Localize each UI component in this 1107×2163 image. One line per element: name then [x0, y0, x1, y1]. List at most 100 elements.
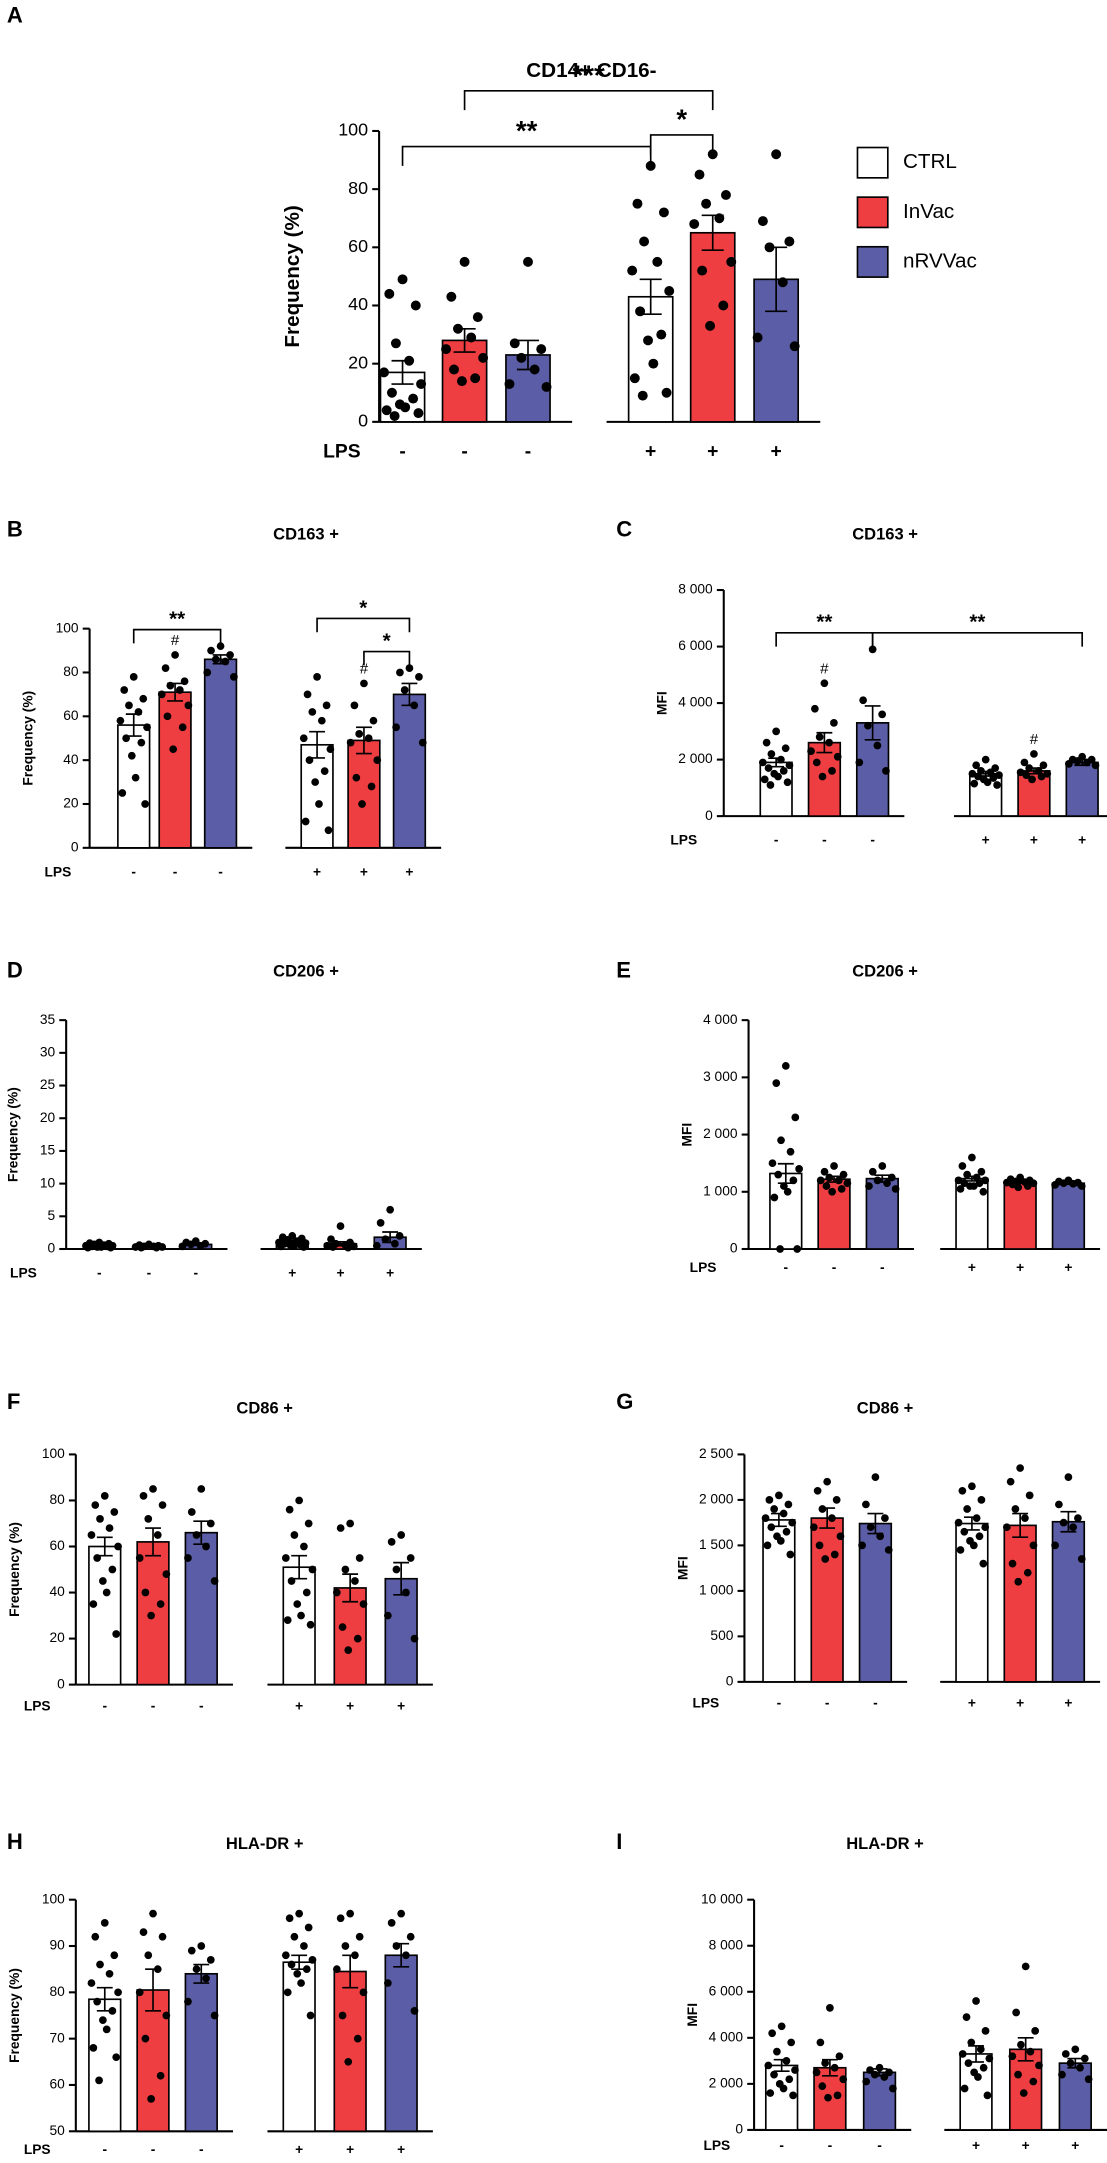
- data-point: [141, 1588, 150, 1597]
- data-point: [114, 1542, 122, 1551]
- data-point: [384, 288, 395, 299]
- data-point: [100, 1491, 109, 1500]
- data-point: [395, 1232, 404, 1240]
- data-point: [351, 1577, 359, 1585]
- data-point: [290, 1531, 299, 1539]
- data-point: [764, 242, 775, 253]
- data-point: [210, 1577, 219, 1585]
- data-point: [816, 1176, 825, 1185]
- data-point: [207, 646, 215, 655]
- lps-label: LPS: [24, 1698, 51, 1713]
- bar: [1065, 761, 1099, 817]
- data-point: [865, 1182, 873, 1190]
- data-point: [105, 1524, 114, 1532]
- y-tick-label: 8 000: [678, 582, 713, 597]
- data-point: [884, 1546, 893, 1554]
- data-point: [1012, 2008, 1021, 2017]
- data-point: [768, 1159, 777, 1168]
- data-point: [811, 704, 819, 713]
- data-point: [210, 2011, 219, 2020]
- data-point: [864, 721, 872, 730]
- data-point: [815, 733, 824, 741]
- data-point: [306, 1620, 315, 1629]
- data-point: [784, 1500, 793, 1509]
- data-point: [975, 1179, 984, 1188]
- data-point: [791, 2066, 799, 2074]
- data-point: [632, 198, 643, 209]
- data-point: [1025, 764, 1034, 772]
- data-point: [441, 344, 452, 355]
- legend-label: InVac: [903, 200, 954, 223]
- data-point: [147, 1611, 155, 1620]
- data-point: [83, 1243, 92, 1252]
- x-tick-label: +: [771, 441, 782, 462]
- data-point: [718, 300, 729, 311]
- x-tick-label: +: [982, 833, 990, 848]
- data-point: [1023, 1568, 1032, 1577]
- x-tick-label: +: [968, 1260, 976, 1275]
- data-point: [859, 696, 867, 705]
- bar: [117, 724, 151, 849]
- bar: [88, 1545, 122, 1686]
- y-tick-label: 4 000: [678, 695, 713, 710]
- data-point: [360, 679, 368, 688]
- panel-letter: F: [7, 1389, 20, 1414]
- data-point: [824, 2093, 832, 2102]
- data-point: [304, 1519, 313, 1528]
- data-point: [782, 2056, 791, 2065]
- data-point: [178, 723, 187, 732]
- data-point: [408, 393, 419, 404]
- data-point: [783, 1187, 792, 1196]
- y-tick-label: 0: [71, 839, 79, 854]
- data-point: [158, 1932, 167, 1941]
- data-point: [1021, 1514, 1029, 1522]
- data-point: [381, 405, 392, 416]
- data-point: [308, 1565, 317, 1574]
- data-point: [843, 1179, 852, 1188]
- data-point: [1023, 1182, 1032, 1190]
- data-point: [509, 338, 520, 349]
- data-point: [156, 2071, 165, 2080]
- data-point: [789, 341, 800, 352]
- data-point: [114, 1988, 122, 1997]
- significance-label: **: [516, 115, 538, 146]
- data-point: [839, 2075, 848, 2084]
- data-point: [1076, 2063, 1084, 2072]
- data-point: [95, 2076, 103, 2085]
- lps-label: LPS: [10, 1265, 37, 1280]
- data-point: [823, 1477, 832, 1486]
- data-point: [779, 1509, 788, 1518]
- data-point: [89, 2044, 98, 2052]
- x-tick-label: -: [151, 2142, 156, 2157]
- data-point: [102, 1588, 111, 1597]
- data-point: [402, 1951, 410, 1960]
- data-point: [156, 1600, 165, 1608]
- data-point: [777, 277, 788, 288]
- data-point: [302, 1965, 311, 1974]
- data-point: [964, 2059, 973, 2068]
- panel-letter: B: [7, 517, 23, 542]
- data-point: [162, 2011, 171, 2020]
- bar: [1051, 1182, 1086, 1250]
- data-point: [967, 2038, 976, 2047]
- data-point: [876, 1532, 885, 1541]
- data-point: [184, 1997, 192, 2006]
- y-tick-label: 0: [726, 1674, 734, 1689]
- data-point: [1083, 758, 1091, 767]
- data-point: [1006, 1477, 1015, 1486]
- y-tick-label: 30: [40, 1044, 56, 1059]
- data-point: [470, 373, 481, 384]
- y-tick-label: 4 000: [703, 1012, 738, 1027]
- data-point: [807, 747, 815, 755]
- data-point: [1008, 2052, 1017, 2061]
- x-tick-label: +: [360, 864, 368, 879]
- bar: [1051, 1520, 1086, 1683]
- data-point: [783, 778, 792, 787]
- data-point: [287, 1960, 296, 1969]
- data-point: [141, 2034, 150, 2043]
- data-point: [459, 256, 470, 267]
- data-point: [162, 1570, 171, 1578]
- data-point: [816, 2038, 825, 2047]
- data-point: [351, 1951, 359, 1960]
- data-point: [529, 364, 540, 375]
